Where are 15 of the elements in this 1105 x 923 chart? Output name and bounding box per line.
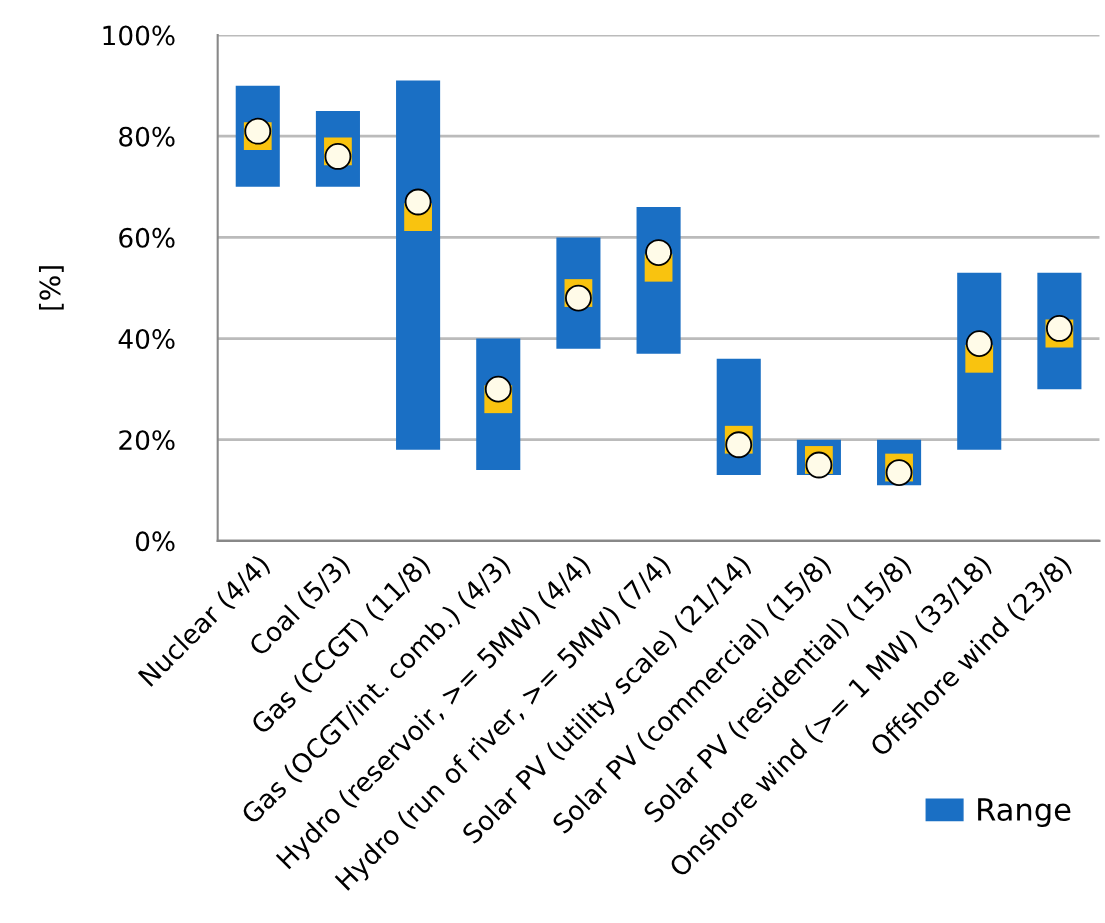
y-tick-label: 40%	[118, 329, 175, 349]
y-tick-label: 80%	[119, 126, 175, 147]
point	[404, 188, 432, 216]
point	[645, 239, 672, 266]
bar	[396, 80, 441, 450]
point	[484, 375, 512, 403]
y-tick-label: 60%	[119, 227, 175, 248]
point	[725, 431, 753, 459]
y-tick-label: 0%	[135, 531, 175, 552]
y-tick-label: 20%	[119, 430, 175, 451]
y-axis-title: [%]	[38, 266, 64, 310]
legend-label: Range	[978, 798, 1071, 827]
y-tick-label: 100%	[103, 25, 175, 46]
point	[965, 330, 993, 358]
point	[1045, 315, 1073, 342]
